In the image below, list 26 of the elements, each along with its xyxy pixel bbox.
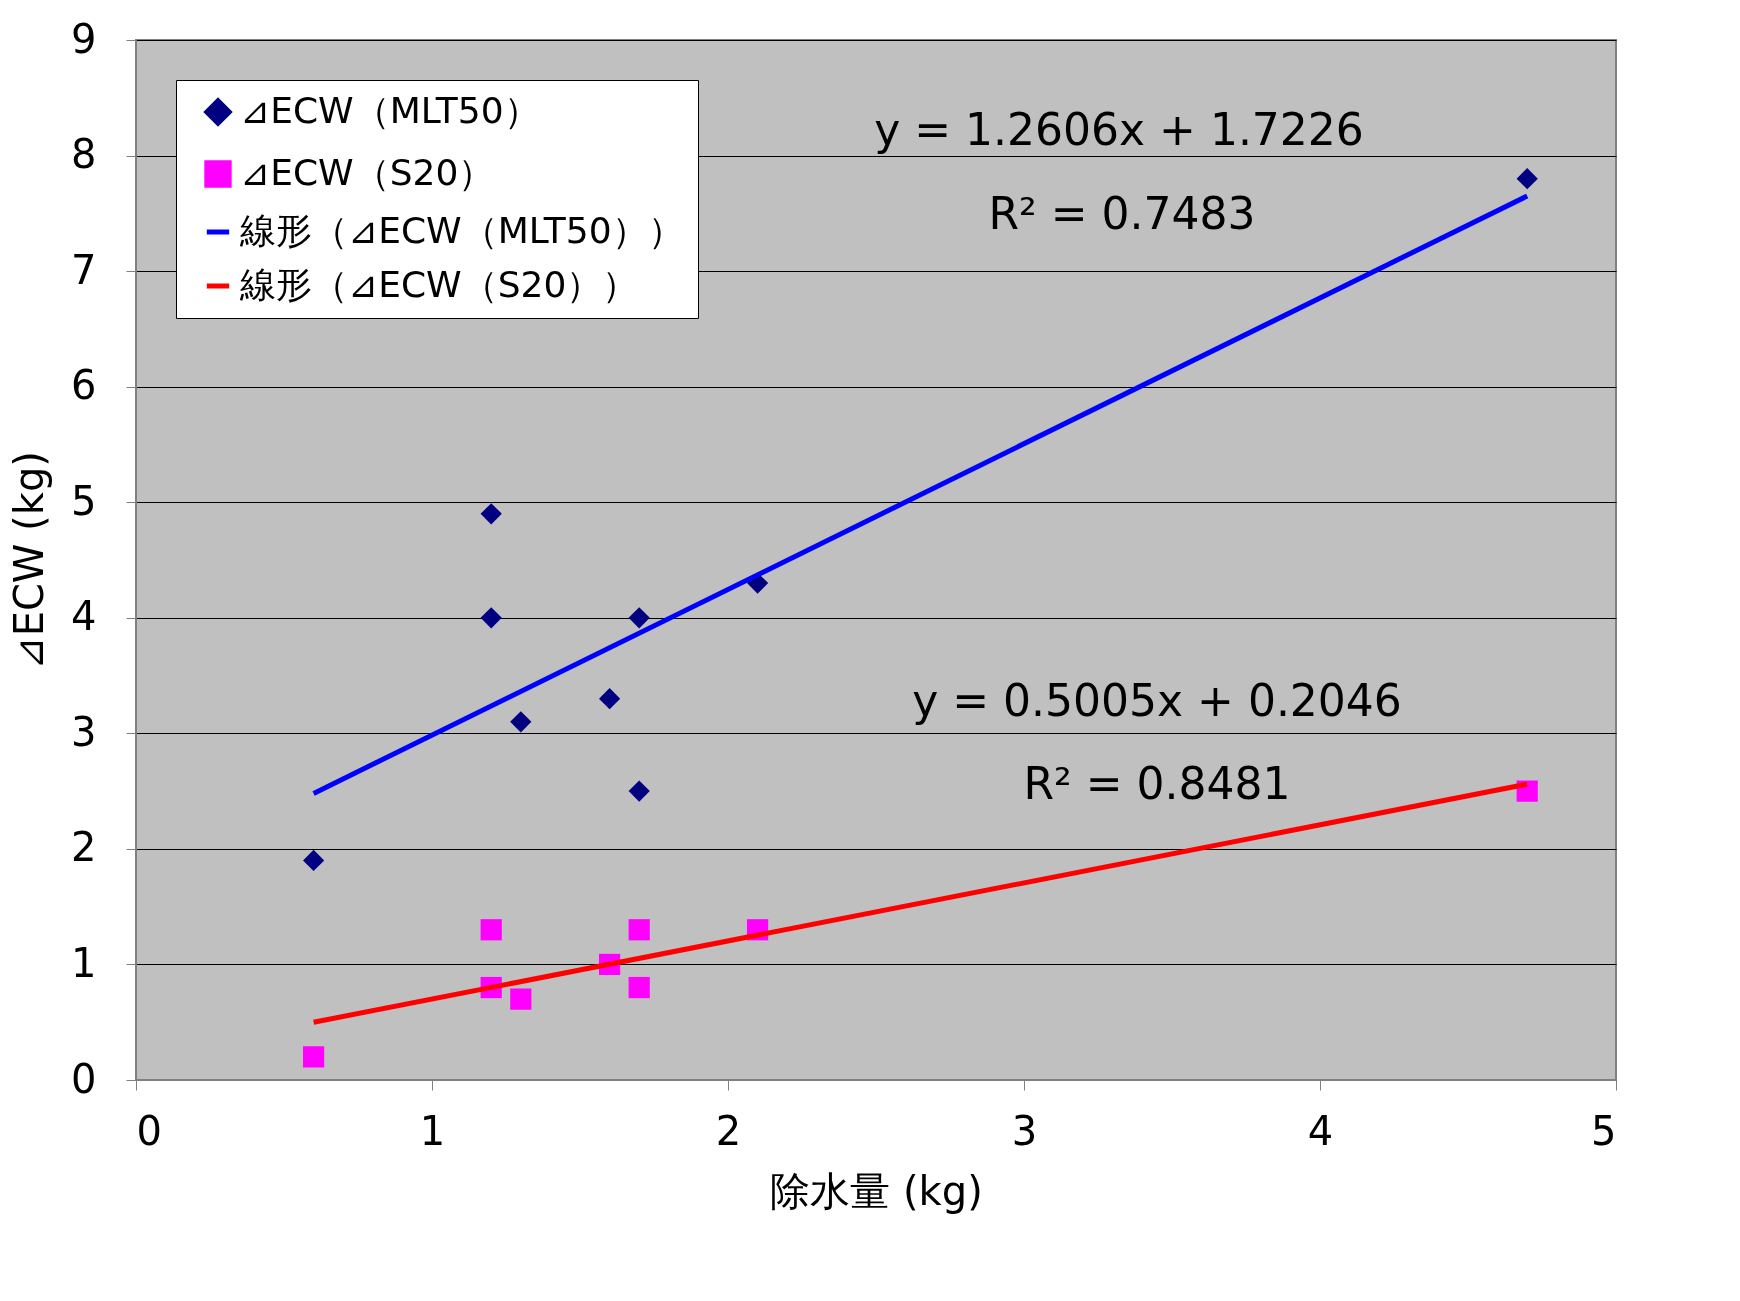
x-tick-label: 1 [419, 1107, 446, 1154]
y-axis-title: ⊿ECW (kg) [6, 451, 53, 670]
y-tick-label: 3 [71, 708, 97, 755]
y-tick-label: 8 [71, 131, 97, 178]
annotation: R² = 0.7483 [988, 188, 1256, 239]
x-tick-label: 4 [1307, 1107, 1334, 1154]
y-tick-label: 9 [71, 15, 97, 62]
annotation: y = 1.2606x + 1.7226 [874, 104, 1364, 155]
legend-label: 線形（⊿ECW（MLT50）） [239, 210, 684, 251]
legend-label: 線形（⊿ECW（S20）） [239, 264, 639, 305]
annotation: y = 0.5005x + 0.2046 [912, 675, 1402, 726]
y-tick-label: 0 [71, 1055, 97, 1102]
x-tick-label: 0 [136, 1107, 162, 1154]
legend-label: ⊿ECW（S20） [240, 152, 495, 193]
y-tick-label: 1 [71, 939, 97, 986]
x-tick-label: 5 [1591, 1107, 1617, 1154]
y-tick-label: 5 [71, 477, 97, 524]
annotation: R² = 0.8481 [1023, 758, 1291, 809]
y-tick-label: 6 [71, 362, 97, 409]
x-axis-title: 除水量 (kg) [770, 1167, 983, 1214]
x-tick-label: 2 [715, 1107, 742, 1154]
y-tick-label: 7 [71, 246, 97, 293]
x-tick-label: 3 [1011, 1107, 1038, 1154]
y-tick-label: 4 [71, 593, 97, 640]
legend-label: ⊿ECW（MLT50） [240, 90, 540, 131]
y-tick-label: 2 [71, 824, 97, 871]
